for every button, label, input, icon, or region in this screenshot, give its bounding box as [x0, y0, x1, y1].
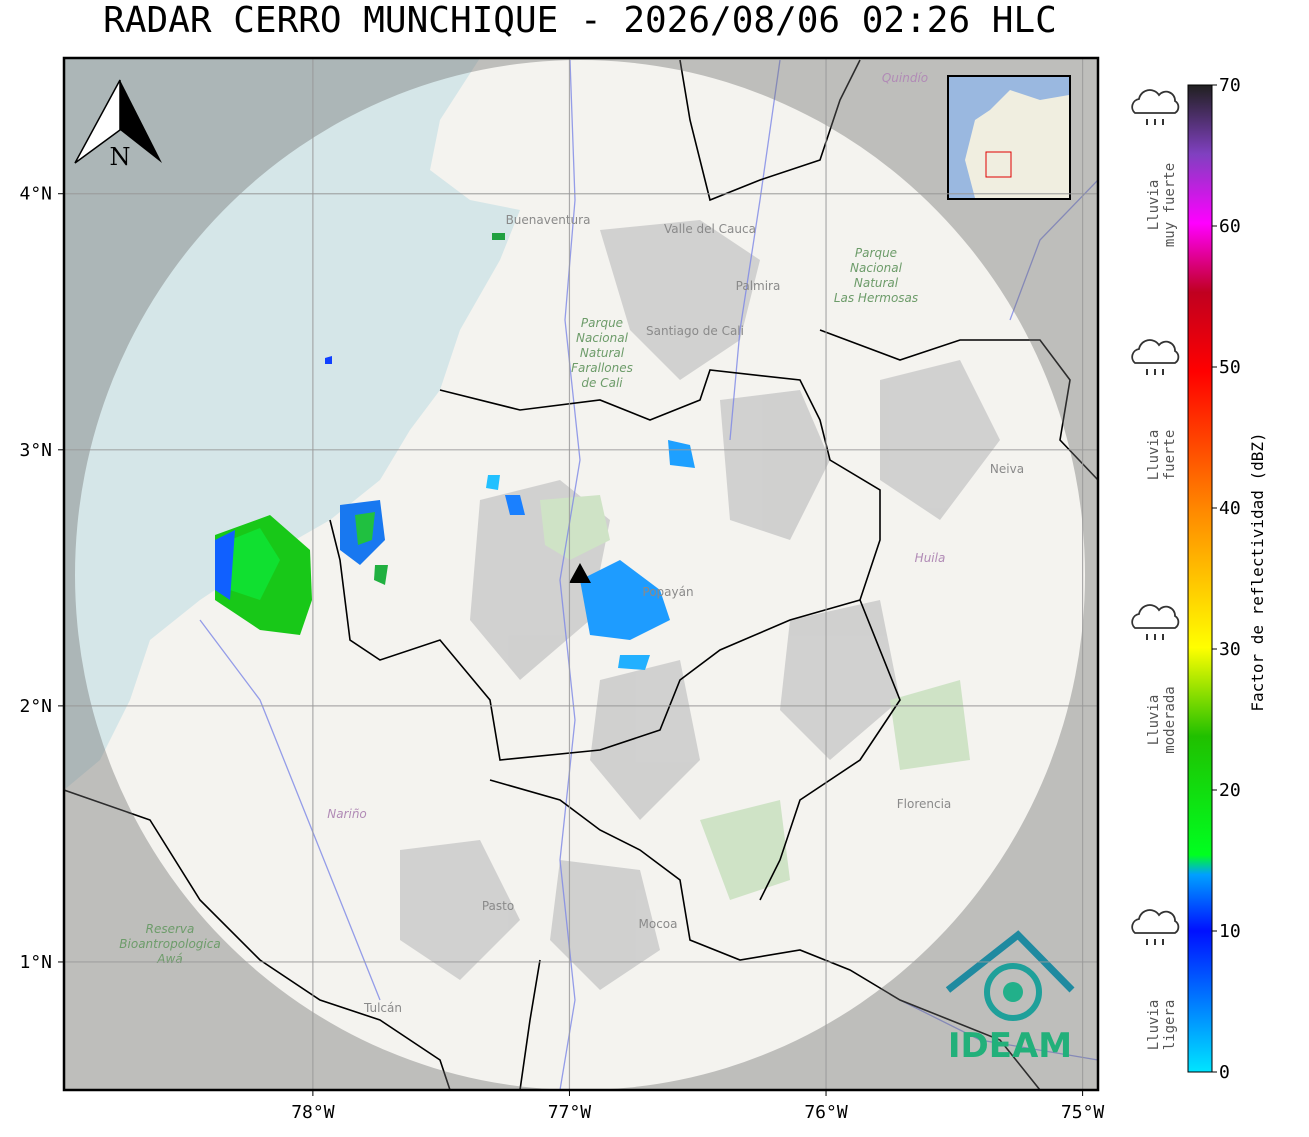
park-label: Las Hermosas	[834, 291, 918, 305]
park-label: Nacional	[576, 331, 629, 345]
place-label: Florencia	[897, 797, 952, 811]
place-label: Quindío	[882, 71, 928, 85]
inset-map	[947, 75, 1071, 200]
place-label: Mocoa	[639, 917, 678, 931]
rain-legend-label: Lluvia	[1146, 180, 1162, 231]
rain-icon	[1131, 909, 1180, 945]
park-label: Natural	[854, 276, 899, 290]
colorbar-tick-label: 60	[1219, 216, 1241, 237]
radar-site	[569, 563, 591, 583]
radar-echoes	[215, 233, 695, 670]
place-label: Tulcán	[363, 1001, 402, 1015]
lat-tick-label: 2°N	[19, 696, 52, 717]
colorbar-tick-label: 40	[1219, 498, 1241, 519]
rain-legend-label: Lluvia	[1146, 695, 1162, 746]
north-label: N	[110, 143, 131, 171]
place-label: Buenaventura	[506, 213, 591, 227]
cloud	[1131, 604, 1180, 629]
drops	[1146, 939, 1164, 945]
rain-legend-label: Lluvia	[1146, 430, 1162, 481]
cloud	[1131, 89, 1180, 114]
park-label: de Cali	[581, 376, 623, 390]
lat-tick-label: 4°N	[19, 184, 52, 205]
drops	[1146, 369, 1164, 375]
place-label: Nariño	[327, 807, 367, 821]
place-label: Valle del Cauca	[664, 222, 756, 236]
place-label: Huila	[915, 551, 946, 565]
colorbar-tick-label: 10	[1219, 921, 1241, 942]
rain-legend-label: fuerte	[1162, 430, 1178, 481]
park-label: Nacional	[850, 261, 903, 275]
sea	[64, 58, 520, 790]
rain-legend-label: ligera	[1162, 1000, 1178, 1051]
colorbar-tick-label: 70	[1219, 75, 1241, 96]
logo-text: IDEAM	[948, 1026, 1072, 1066]
rain-legend-label: moderada	[1162, 686, 1178, 753]
colorbar-tick-label: 50	[1219, 357, 1241, 378]
cloud	[1131, 909, 1180, 934]
place-label: Santiago de Cali	[646, 324, 744, 338]
colorbar-tick-label: 30	[1219, 639, 1241, 660]
park-label: Parque	[581, 316, 623, 330]
north-arrow: N	[74, 79, 162, 171]
rain-icon	[1131, 339, 1180, 375]
grid	[64, 58, 1098, 1090]
park-label: Bioantropologica	[119, 937, 220, 951]
colorbar	[1187, 84, 1213, 1073]
map-frame	[62, 56, 1100, 1092]
lon-tick-label: 76°W	[804, 1102, 848, 1123]
place-label: Pasto	[482, 899, 514, 913]
park-label: Awá	[156, 952, 182, 966]
park-label: Farallones	[571, 361, 633, 375]
lon-tick-label: 77°W	[548, 1102, 592, 1123]
place-label: Neiva	[990, 462, 1024, 476]
lon-tick-label: 78°W	[291, 1102, 335, 1123]
rain-icon	[1131, 89, 1180, 125]
drops	[1146, 634, 1164, 640]
park-label: Reserva	[146, 922, 195, 936]
colorbar-label: Factor de reflectividad (dBZ)	[1248, 432, 1267, 711]
title: RADAR CERRO MUNCHIQUE - 2026/08/06 02:26…	[103, 0, 1057, 41]
rain-icon	[1131, 604, 1180, 640]
ideam-logo: IDEAM	[945, 930, 1075, 1066]
borders	[64, 59, 1098, 1090]
place-label: Popayán	[642, 585, 693, 599]
rain-legend-label: Lluvia	[1146, 1000, 1162, 1051]
lat-tick-label: 3°N	[19, 440, 52, 461]
colorbar-tick-label: 0	[1219, 1062, 1230, 1083]
park-label: Natural	[580, 346, 625, 360]
colorbar-tick-label: 20	[1219, 780, 1241, 801]
parks	[540, 495, 970, 900]
place-labels: Buenaventura Valle del Cauca Santiago de C…	[119, 71, 1024, 1015]
map: Buenaventura Valle del Cauca Santiago de C…	[64, 58, 1098, 1090]
park-label: Parque	[855, 246, 897, 260]
cloud	[1131, 339, 1180, 364]
lon-tick-label: 75°W	[1061, 1102, 1105, 1123]
place-label: Palmira	[736, 279, 781, 293]
lat-tick-label: 1°N	[19, 952, 52, 973]
drops	[1146, 119, 1164, 125]
rain-legend-label: muy fuerte	[1162, 163, 1178, 247]
